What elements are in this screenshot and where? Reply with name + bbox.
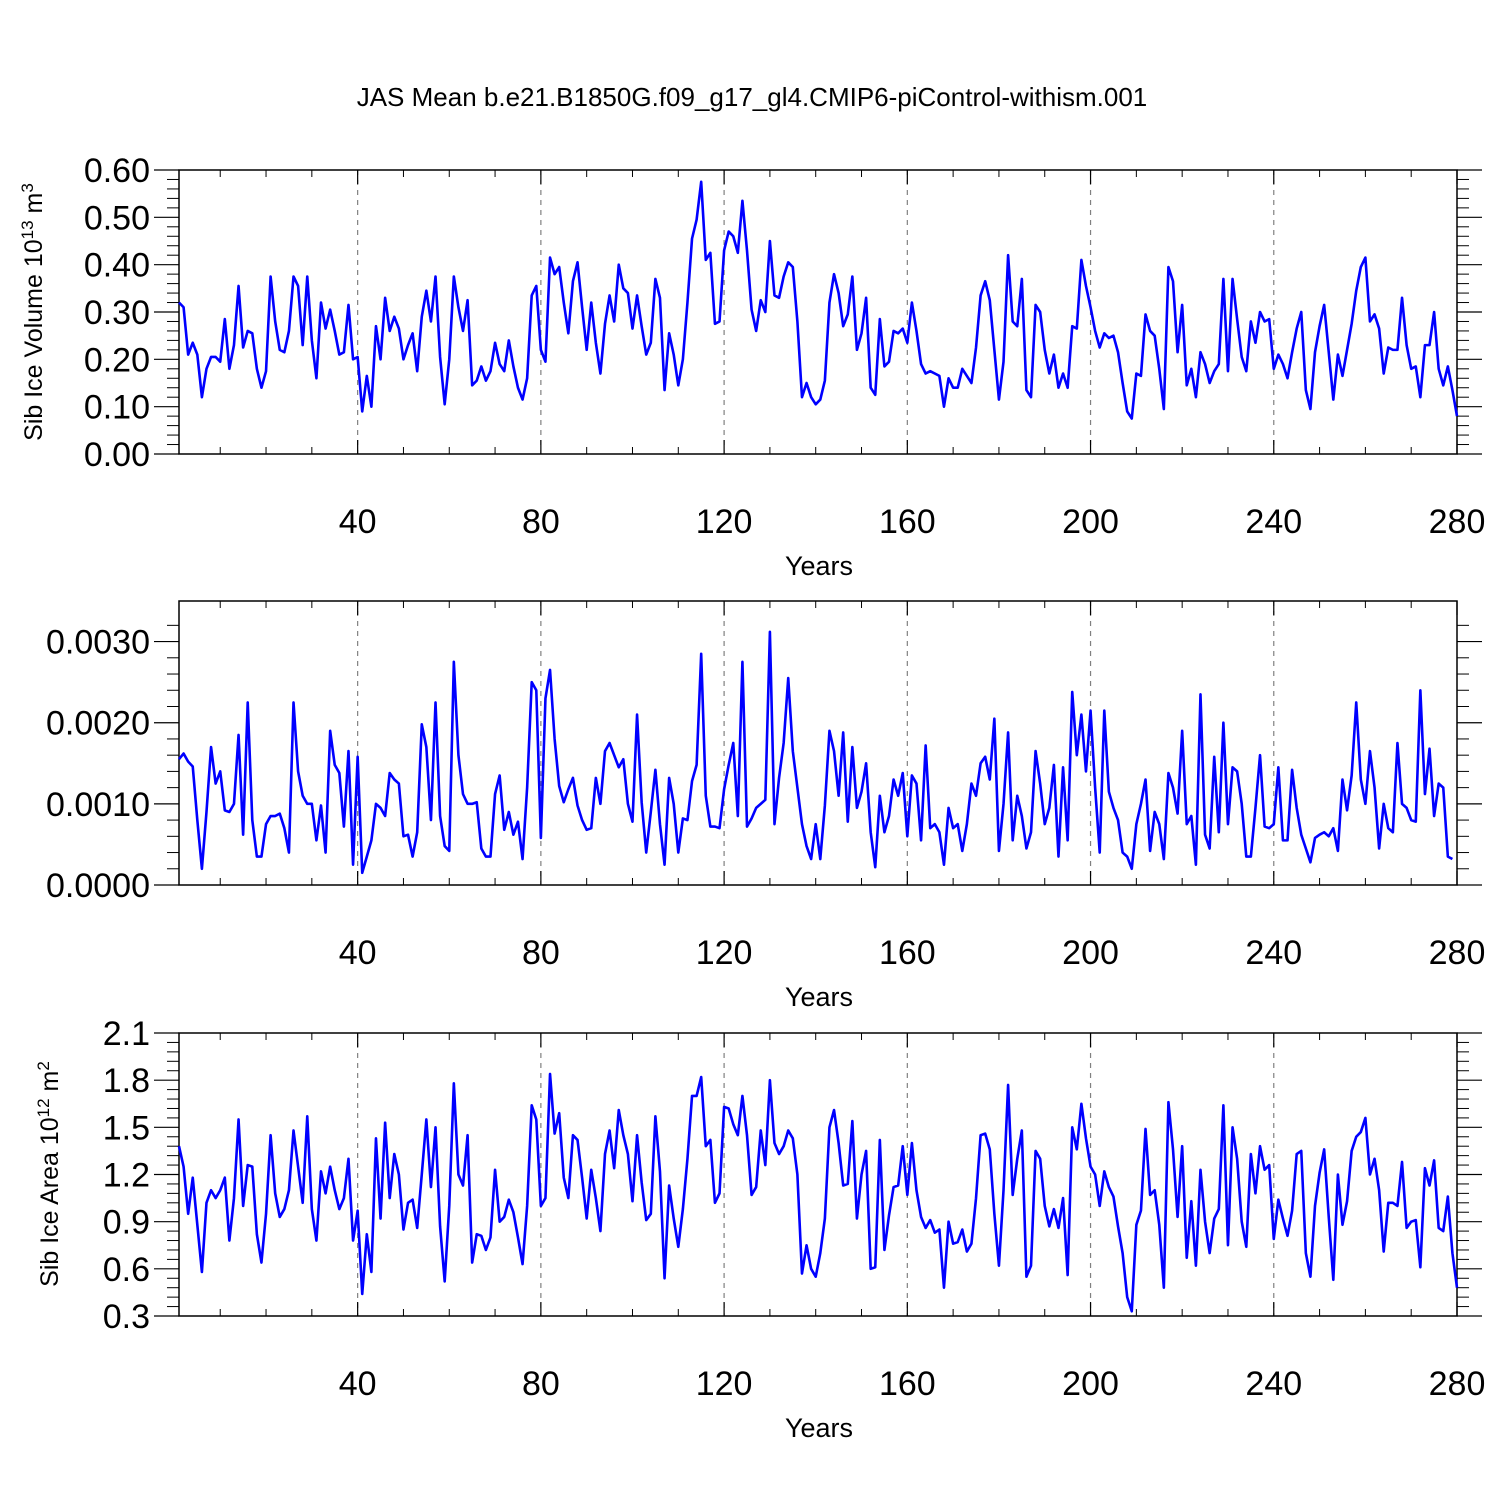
snow-volume-x-tick-label: 200 <box>1062 934 1119 972</box>
ice-volume-x-tick-label: 80 <box>522 503 560 541</box>
snow-volume-y-tick-label: 0.0030 <box>46 624 150 662</box>
snow-volume-y-tick-label: 0.0020 <box>46 705 150 743</box>
figure-title: JAS Mean b.e21.B1850G.f09_g17_gl4.CMIP6-… <box>357 82 1148 112</box>
ice-volume-x-tick-label: 280 <box>1429 503 1486 541</box>
ice-area-y-tick-label: 0.6 <box>103 1251 150 1289</box>
ice-volume-y-tick-label: 0.40 <box>84 247 150 285</box>
snow-volume-plot-frame <box>178 600 1458 886</box>
ice-volume-series-line <box>178 180 1459 420</box>
ice-volume-y-tick-label: 0.60 <box>84 152 150 190</box>
snow-volume-x-axis-label: Years <box>785 982 853 1012</box>
ice-area-plot-frame <box>178 1032 1458 1317</box>
ice-area-y-axis-label: Sib Ice Area 1012 m2 <box>34 1061 65 1287</box>
ice-volume-y-tick-label: 0.30 <box>84 294 150 332</box>
ice-volume-x-axis-label: Years <box>785 551 853 581</box>
ice-volume-x-tick-label: 120 <box>696 503 753 541</box>
ice-volume-x-tick-label: 40 <box>339 503 377 541</box>
ice-volume-x-tick-label: 160 <box>879 503 936 541</box>
snow-volume-x-tick-label: 160 <box>879 934 936 972</box>
ice-area-y-tick-label: 1.5 <box>103 1109 150 1147</box>
snow-volume-y-tick-label: 0.0010 <box>46 786 150 824</box>
ice-volume-x-tick-label: 200 <box>1062 503 1119 541</box>
ice-area-x-tick-label: 240 <box>1245 1365 1302 1403</box>
ice-area-y-tick-label: 1.8 <box>103 1062 150 1100</box>
ice-area-y-tick-label: 0.3 <box>103 1298 150 1336</box>
snow-volume-x-tick-label: 280 <box>1429 934 1486 972</box>
ice-area-x-tick-label: 160 <box>879 1365 936 1403</box>
snow-volume-x-tick-label: 80 <box>522 934 560 972</box>
ice-volume-y-axis-label: Sib Ice Volume 1013 m3 <box>18 183 49 441</box>
snow-volume-panel: 40 80 120 160 200 240 280 0.0000 0.0010 0.0020 0.0… <box>0 600 1485 1012</box>
ice-area-x-tick-label: 280 <box>1429 1365 1486 1403</box>
snow-volume-series-line <box>177 630 1454 875</box>
ice-area-panel: 40 80 120 160 200 240 280 0.3 0.6 0.9 1.2 1.5 1.8 2.1… <box>34 1015 1486 1443</box>
ice-area-x-axis-label: Years <box>785 1413 853 1443</box>
ice-volume-y-tick-label: 0.50 <box>84 199 150 237</box>
snow-volume-x-tick-label: 240 <box>1245 934 1302 972</box>
ice-area-y-tick-label: 0.9 <box>103 1204 150 1242</box>
snow-volume-x-tick-label: 120 <box>696 934 753 972</box>
ice-volume-x-tick-label: 240 <box>1245 503 1302 541</box>
ice-area-x-tick-label: 200 <box>1062 1365 1119 1403</box>
ice-volume-y-tick-label: 0.00 <box>84 436 150 474</box>
ice-volume-panel: 40 80 120 160 200 240 280 0.00 0.10 0.20 0.30 0.40 0… <box>18 152 1486 581</box>
ice-area-y-tick-label: 2.1 <box>103 1015 150 1053</box>
ice-area-x-tick-label: 80 <box>522 1365 560 1403</box>
ice-area-series-line <box>177 1072 1459 1313</box>
ice-volume-y-tick-label: 0.10 <box>84 389 150 427</box>
snow-volume-x-tick-label: 40 <box>339 934 377 972</box>
ice-area-y-tick-label: 1.2 <box>103 1157 150 1195</box>
ice-area-x-tick-label: 120 <box>696 1365 753 1403</box>
ice-area-x-tick-label: 40 <box>339 1365 377 1403</box>
ice-volume-plot-frame <box>178 169 1458 455</box>
ice-volume-y-tick-label: 0.20 <box>84 341 150 379</box>
snow-volume-y-tick-label: 0.0000 <box>46 867 150 905</box>
snow-volume-y-axis-label: Sib Snow Volume 1013 m3 <box>0 600 4 887</box>
